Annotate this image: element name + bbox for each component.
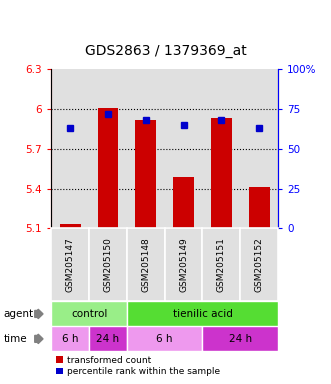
Text: 24 h: 24 h [96,334,119,344]
Bar [127,301,278,326]
Text: tienilic acid: tienilic acid [172,309,232,319]
Text: GSM205148: GSM205148 [141,238,150,292]
Bar [249,187,269,228]
Legend: transformed count, percentile rank within the sample: transformed count, percentile rank withi… [56,356,220,376]
Text: 6 h: 6 h [62,334,78,344]
Bar [240,228,278,301]
Bar [211,118,232,228]
Text: GSM205150: GSM205150 [104,238,113,292]
Text: 6 h: 6 h [157,334,173,344]
Bar [60,225,80,228]
Text: GSM205152: GSM205152 [255,238,264,292]
Text: control: control [71,309,107,319]
Text: GSM205147: GSM205147 [66,238,75,292]
Text: 24 h: 24 h [229,334,252,344]
Bar [203,228,240,301]
Bar [165,228,203,301]
Bar [51,326,89,351]
Bar [203,326,278,351]
Bar [89,326,127,351]
Text: time: time [3,334,27,344]
Text: agent: agent [3,309,33,319]
Bar [135,119,156,228]
Bar [51,301,127,326]
Bar [127,326,203,351]
Bar [98,108,118,228]
Bar [173,177,194,228]
Bar [127,228,165,301]
Bar [51,228,89,301]
Text: GDS2863 / 1379369_at: GDS2863 / 1379369_at [85,44,246,58]
Text: GSM205151: GSM205151 [217,238,226,292]
Text: GSM205149: GSM205149 [179,238,188,292]
Bar [89,228,127,301]
